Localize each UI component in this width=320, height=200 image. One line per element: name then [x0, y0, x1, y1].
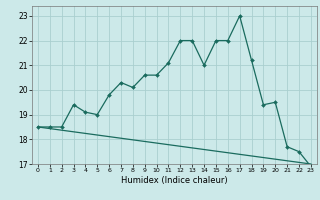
X-axis label: Humidex (Indice chaleur): Humidex (Indice chaleur)	[121, 176, 228, 185]
